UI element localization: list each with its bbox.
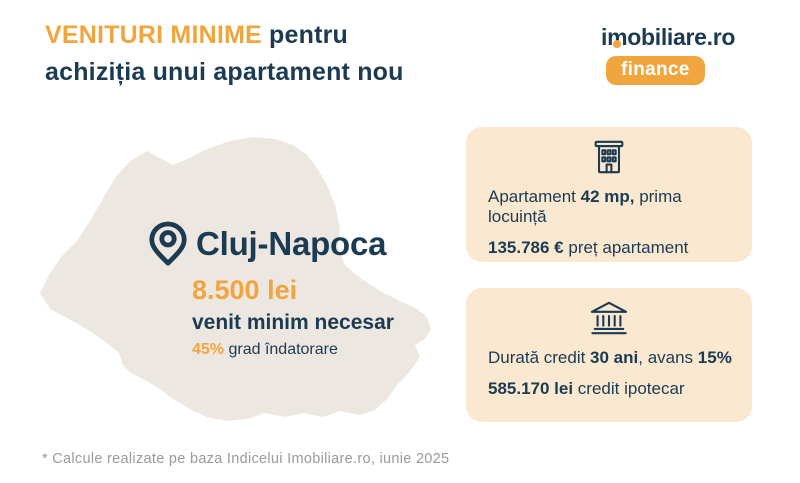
apartment-icon-wrap bbox=[466, 127, 752, 178]
logo-rest: obiliare.ro bbox=[627, 24, 736, 50]
title-line-1: VENITURI MINIME pentru bbox=[45, 17, 404, 54]
logo-dot-icon bbox=[613, 40, 622, 48]
imobiliare-logo: im obiliare.ro finance bbox=[601, 24, 735, 85]
city-name: Cluj-Napoca bbox=[196, 225, 387, 262]
debt-ratio: 45% grad îndatorare bbox=[192, 341, 338, 359]
bank-icon bbox=[590, 301, 628, 335]
city-callout: Cluj-Napoca bbox=[147, 220, 387, 268]
romania-map bbox=[40, 137, 431, 421]
minimum-income-value: 8.500 lei bbox=[192, 275, 298, 305]
minimum-income-label: venit minim necesar bbox=[192, 311, 394, 334]
apartment-detail-line: Apartament 42 mp, prima locuință bbox=[488, 187, 682, 226]
title-highlight: VENITURI MINIME bbox=[45, 21, 262, 49]
credit-amount-line: 585.170 lei credit ipotecar bbox=[488, 379, 685, 398]
logo-letter-m: m bbox=[607, 24, 628, 50]
page-title: VENITURI MINIME pentru achiziția unui ap… bbox=[45, 17, 404, 91]
apartment-building-icon bbox=[594, 140, 624, 174]
footnote: * Calcule realizate pe baza Indicelui Im… bbox=[42, 451, 450, 467]
logo-wordmark: im obiliare.ro bbox=[601, 24, 735, 51]
bank-icon-wrap bbox=[466, 288, 752, 339]
apartment-info-card: Apartament 42 mp, prima locuință 135.786… bbox=[466, 127, 752, 262]
debt-ratio-value: 45% bbox=[192, 341, 225, 358]
credit-detail-line: Durată credit 30 ani, avans 15% bbox=[488, 348, 732, 367]
credit-info-card: Durată credit 30 ani, avans 15% 585.170 … bbox=[466, 288, 752, 422]
debt-ratio-label: grad îndatorare bbox=[224, 341, 338, 358]
apartment-price-line: 135.786 € preț apartament bbox=[488, 238, 689, 257]
location-pin-icon bbox=[149, 221, 187, 266]
logo-letter-i: i bbox=[601, 24, 608, 50]
title-line-2: achiziția unui apartament nou bbox=[45, 58, 404, 86]
finance-badge: finance bbox=[606, 56, 705, 85]
title-line1-rest: pentru bbox=[261, 21, 349, 49]
